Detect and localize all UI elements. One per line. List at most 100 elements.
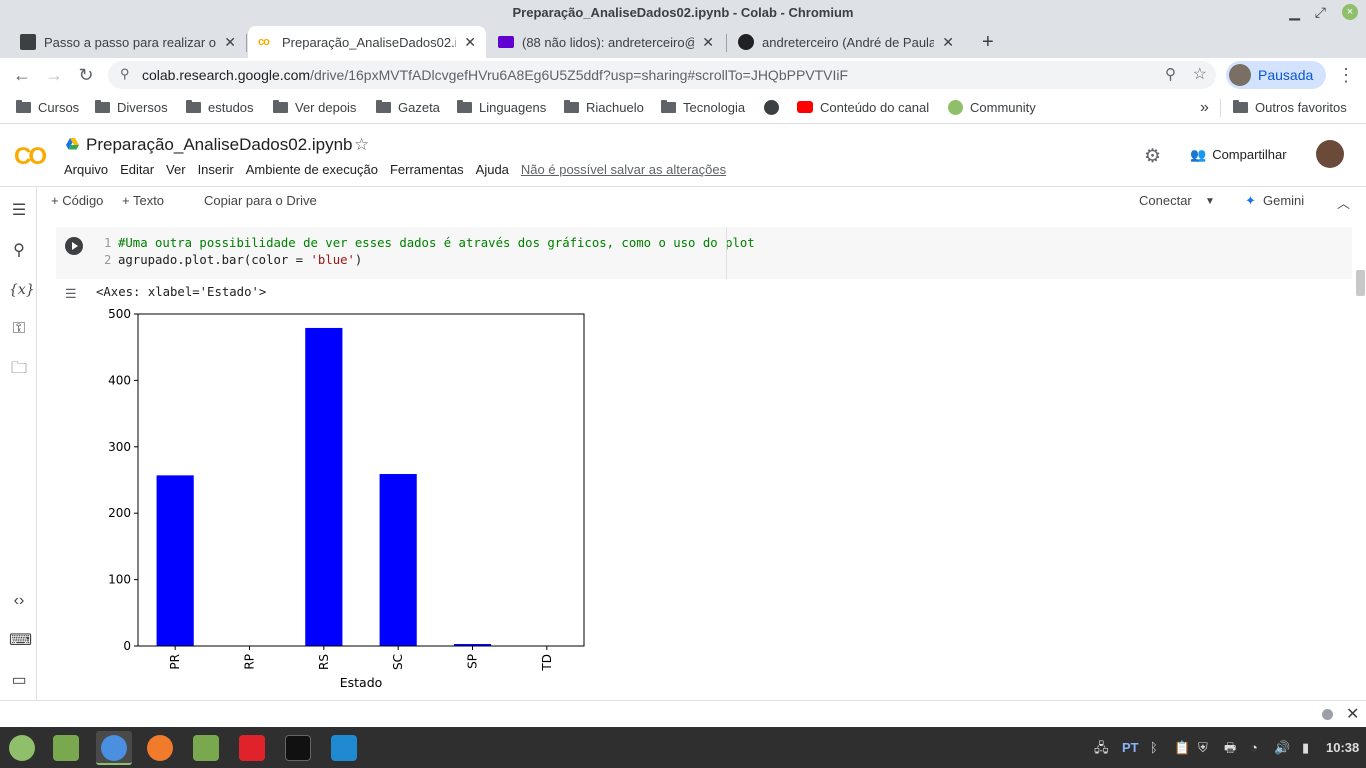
bookmarks-overflow-icon[interactable]: »: [1200, 99, 1209, 116]
volume-icon[interactable]: 🔊: [1274, 740, 1291, 755]
forward-arrow-icon[interactable]: →: [45, 65, 63, 85]
close-icon[interactable]: ✕: [702, 33, 714, 50]
scrollbar-thumb[interactable]: [1356, 270, 1365, 296]
add-text-button[interactable]: + Texto: [122, 193, 165, 208]
code-string: 'blue': [310, 253, 355, 267]
copy-to-drive-button[interactable]: Copiar para o Drive: [204, 193, 317, 208]
colab-logo[interactable]: CO: [14, 143, 47, 170]
shield-icon[interactable]: ⛨: [1198, 740, 1208, 755]
tab-github[interactable]: andreterceiro (André de Paula ✕: [728, 26, 964, 58]
share-button[interactable]: 👥 Compartilhar: [1190, 147, 1287, 163]
site-info-icon[interactable]: ⚲: [120, 66, 130, 81]
table-of-contents-icon[interactable]: ☰: [11, 202, 27, 219]
bookmark-gazeta[interactable]: Gazeta: [376, 92, 440, 124]
menu-ver[interactable]: Ver: [166, 162, 186, 177]
profile-status: Pausada: [1258, 67, 1314, 83]
code-text: ): [354, 253, 363, 267]
network-manager-icon[interactable]: 🖧: [1094, 740, 1109, 755]
close-icon[interactable]: ✕: [224, 33, 236, 50]
new-tab-button[interactable]: +: [982, 30, 994, 53]
close-panel-icon[interactable]: ✕: [1346, 706, 1360, 723]
keyboard-layout-indicator[interactable]: PT: [1122, 740, 1139, 755]
code-line-1[interactable]: 1 #Uma outra possibilidade de ver esses d…: [104, 236, 755, 250]
terminal-icon[interactable]: ▭: [11, 672, 27, 689]
close-icon[interactable]: ✕: [464, 33, 476, 50]
mint-menu-button[interactable]: [4, 731, 40, 765]
tab-strip: Passo a passo para realizar o ✕ co Prepa…: [0, 22, 1366, 58]
secrets-key-icon[interactable]: ⚿: [12, 320, 26, 337]
clipboard-icon[interactable]: 📋: [1174, 740, 1191, 755]
search-icon[interactable]: ⚲: [13, 242, 25, 259]
bookmark-star-icon[interactable]: ☆: [1192, 66, 1207, 83]
connect-button[interactable]: Conectar: [1139, 193, 1192, 208]
battery-icon[interactable]: ▮: [1302, 740, 1310, 755]
bookmark-ver-depois[interactable]: Ver depois: [273, 92, 356, 124]
wifi-icon[interactable]: ◔: [1250, 740, 1258, 755]
menu-ambiente-execucao[interactable]: Ambiente de execução: [245, 162, 378, 177]
close-window-icon[interactable]: ×: [1342, 4, 1358, 20]
zoom-search-icon[interactable]: ⚲: [1165, 66, 1176, 83]
taskbar-chromium[interactable]: [96, 731, 132, 765]
notebook-title[interactable]: Preparação_AnaliseDados02.ipynb: [86, 135, 353, 154]
tab-mail[interactable]: (88 não lidos): andreterceiro@ ✕: [488, 26, 724, 58]
run-cell-icon[interactable]: [65, 237, 83, 255]
chevron-up-icon[interactable]: ︿: [1337, 196, 1351, 211]
y-tick-label: 100: [108, 573, 131, 587]
bookmark-other-favorites[interactable]: Outros favoritos: [1233, 92, 1347, 124]
command-palette-icon[interactable]: ⌨: [9, 632, 33, 649]
star-icon[interactable]: ☆: [354, 135, 370, 154]
taskbar-files-2[interactable]: [188, 731, 224, 765]
bookmark-estudos[interactable]: estudos: [186, 92, 254, 124]
taskbar-files[interactable]: [48, 731, 84, 765]
minimize-icon[interactable]: ▁: [1289, 4, 1300, 20]
back-arrow-icon[interactable]: ←: [13, 65, 31, 85]
close-icon[interactable]: ✕: [942, 33, 954, 50]
printer-icon[interactable]: 🖶: [1224, 740, 1237, 755]
line-number: 2: [104, 253, 112, 267]
taskbar-opera[interactable]: [234, 731, 270, 765]
window-title: Preparação_AnaliseDados02.ipynb - Colab …: [0, 0, 1366, 26]
maximize-icon[interactable]: ⤢: [1314, 4, 1326, 20]
x-tick-label: TD: [540, 654, 554, 672]
bar-pr: [156, 475, 194, 646]
profile-button[interactable]: Pausada: [1226, 61, 1326, 89]
bookmark-riachuelo[interactable]: Riachuelo: [564, 92, 644, 124]
add-code-button[interactable]: + Código: [51, 193, 104, 208]
browser-menu-icon[interactable]: ⋮: [1337, 65, 1355, 85]
code-line-2[interactable]: 2 agrupado.plot.bar(color = 'blue'): [104, 253, 362, 267]
taskbar-terminal[interactable]: [280, 731, 316, 765]
files-folder-icon[interactable]: 🗀: [10, 360, 27, 377]
tab-passo-a-passo[interactable]: Passo a passo para realizar o ✕: [10, 26, 246, 58]
taskbar-firefox[interactable]: [142, 731, 178, 765]
code-snippets-icon[interactable]: ‹›: [13, 592, 25, 609]
bookmark-label: Conteúdo do canal: [820, 100, 930, 115]
menu-arquivo[interactable]: Arquivo: [64, 162, 109, 177]
chevron-down-icon[interactable]: ▼: [1205, 196, 1215, 207]
folder-icon: [95, 100, 110, 113]
bookmark-linguagens[interactable]: Linguagens: [457, 92, 546, 124]
output-text: <Axes: xlabel='Estado'>: [96, 285, 267, 299]
tab-colab[interactable]: co Preparação_AnaliseDados02.i ✕: [248, 26, 486, 58]
user-avatar[interactable]: [1316, 140, 1344, 168]
bookmark-globe[interactable]: [764, 92, 779, 124]
menu-ajuda[interactable]: Ajuda: [475, 162, 509, 177]
menu-ferramentas[interactable]: Ferramentas: [389, 162, 464, 177]
menu-inserir[interactable]: Inserir: [197, 162, 234, 177]
bookmark-tecnologia[interactable]: Tecnologia: [661, 92, 745, 124]
menu-editar[interactable]: Editar: [120, 162, 155, 177]
bookmark-cursos[interactable]: Cursos: [16, 92, 79, 124]
save-warning-link[interactable]: Não é possível salvar as alterações: [520, 162, 727, 177]
output-toggle-icon[interactable]: ☰: [65, 286, 77, 301]
bluetooth-icon[interactable]: ᛒ: [1150, 740, 1158, 755]
address-bar[interactable]: ⚲ colab.research.google.com/drive/16pxMV…: [108, 61, 1216, 89]
bookmark-diversos[interactable]: Diversos: [95, 92, 168, 124]
gemini-button[interactable]: Gemini: [1263, 193, 1305, 208]
reload-icon[interactable]: ↻: [78, 65, 94, 85]
clock[interactable]: 10:38: [1326, 740, 1360, 755]
bookmark-conteudo-do-canal[interactable]: Conteúdo do canal: [797, 92, 929, 124]
settings-gear-icon[interactable]: ⚙: [1144, 146, 1162, 167]
variables-icon[interactable]: {x}: [9, 282, 35, 298]
code-cell[interactable]: 1 #Uma outra possibilidade de ver esses d…: [56, 227, 1352, 279]
taskbar-vscode[interactable]: [326, 731, 362, 765]
bookmark-community[interactable]: Community: [948, 92, 1036, 124]
